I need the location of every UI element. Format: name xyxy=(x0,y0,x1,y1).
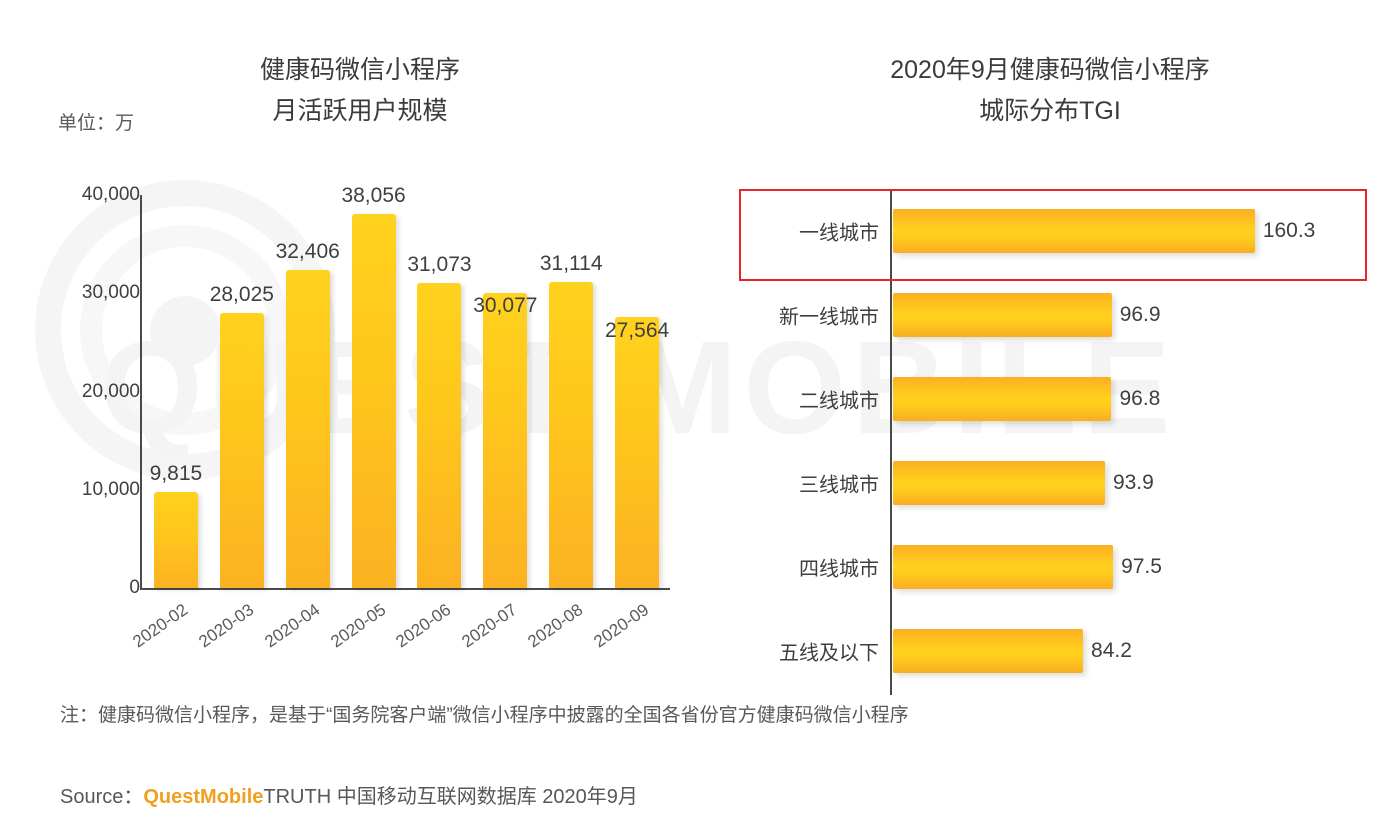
tgi-bar xyxy=(893,545,1114,589)
bar xyxy=(483,292,528,588)
bar-value-label: 30,077 xyxy=(473,294,538,318)
x-axis-line xyxy=(140,588,670,590)
tgi-bar-value-label: 97.5 xyxy=(1121,555,1162,578)
tgi-axis-line xyxy=(890,189,892,695)
x-axis-tick: 2020-09 xyxy=(590,600,653,652)
bar xyxy=(285,269,330,588)
tgi-row-label: 四线城市 xyxy=(799,558,879,581)
source-brand: QuestMobile xyxy=(143,786,264,808)
right-chart-title-line2: 城际分布TGI xyxy=(979,96,1121,125)
tgi-bar-value-label: 84.2 xyxy=(1091,639,1132,662)
footnote: 注：健康码微信小程序，是基于“国务院客户端”微信小程序中披露的全国各省份官方健康… xyxy=(60,705,909,726)
tgi-row: 新一线城市 96.9 xyxy=(739,273,1369,357)
bar xyxy=(615,317,660,588)
tgi-row-label: 二线城市 xyxy=(799,390,879,413)
x-axis-tick: 2020-05 xyxy=(326,600,389,652)
vertical-bars-group: 9,815 28,025 32,406 38,056 31,073 30,077 31,11… xyxy=(143,184,670,588)
x-axis-tick: 2020-06 xyxy=(392,600,455,652)
tgi-row: 三线城市 93.9 xyxy=(739,441,1369,525)
tgi-bar xyxy=(893,209,1255,253)
city-tier-tgi-chart: 一线城市 160.3 新一线城市 96.9 二线城市 96.8 三线城市 93.9 四线城市 97… xyxy=(739,175,1369,695)
tgi-row: 四线城市 97.5 xyxy=(739,525,1369,609)
source-line: Source：QuestMobileTRUTH 中国移动互联网数据库 2020年… xyxy=(60,780,638,809)
tgi-row: 五线及以下 84.2 xyxy=(739,609,1369,693)
tgi-bar xyxy=(893,293,1112,337)
bar-value-label: 9,815 xyxy=(149,461,203,485)
x-axis-tick: 2020-04 xyxy=(260,600,323,652)
bar xyxy=(549,282,594,588)
x-axis-tick: 2020-07 xyxy=(458,600,521,652)
right-chart-title-line1: 2020年9月健康码微信小程序 xyxy=(890,56,1210,84)
tgi-bar xyxy=(893,629,1084,673)
tgi-row-label: 三线城市 xyxy=(799,474,879,497)
bar-value-label: 31,114 xyxy=(539,252,603,276)
bar xyxy=(351,214,396,588)
source-rest: TRUTH 中国移动互联网数据库 2020年9月 xyxy=(263,786,638,808)
tgi-row-label: 新一线城市 xyxy=(779,306,879,329)
bar-value-label: 32,406 xyxy=(275,239,340,263)
monthly-active-users-chart: 健康码微信小程序 月活跃用户规模 单位：万 0 10,000 20,000 30,00… xyxy=(0,0,720,700)
bar xyxy=(417,282,462,588)
tgi-bar xyxy=(893,377,1112,421)
y-axis-tick: 40,000 xyxy=(81,184,140,205)
tgi-bar-value-label: 96.8 xyxy=(1119,387,1161,410)
bar-value-label: 38,056 xyxy=(341,184,406,208)
highlight-box xyxy=(739,189,1367,281)
bar xyxy=(219,312,264,588)
y-axis-tick: 10,000 xyxy=(81,478,140,500)
unit-label: 单位：万 xyxy=(58,113,135,134)
tgi-bar xyxy=(893,461,1105,505)
left-chart-title-line2: 月活跃用户规模 xyxy=(272,96,448,125)
x-axis-tick: 2020-03 xyxy=(195,600,258,652)
tgi-bar-value-label: 93.9 xyxy=(1112,471,1154,494)
bar-value-label: 28,025 xyxy=(209,282,274,306)
bar xyxy=(153,491,198,588)
y-axis-line xyxy=(140,195,142,590)
left-chart-title-line1: 健康码微信小程序 xyxy=(259,56,460,84)
y-axis-tick: 30,000 xyxy=(81,282,140,304)
tgi-row-label: 五线及以下 xyxy=(779,642,879,665)
y-axis-tick: 20,000 xyxy=(81,380,140,402)
x-axis-tick: 2020-08 xyxy=(524,600,587,652)
y-axis-tick: 0 xyxy=(129,577,140,598)
tgi-row: 一线城市 160.3 xyxy=(739,189,1369,273)
tgi-row-label: 一线城市 xyxy=(799,222,879,245)
source-prefix: Source： xyxy=(60,786,144,808)
bar-value-label: 27,564 xyxy=(604,319,670,343)
bar-value-label: 31,073 xyxy=(407,252,472,276)
y-axis-tick-labels: 0 10,000 20,000 30,000 40,000 xyxy=(40,0,140,700)
tgi-row: 二线城市 96.8 xyxy=(739,357,1369,441)
right-chart-title: 2020年9月健康码微信小程序 城际分布TGI xyxy=(800,50,1300,131)
left-chart-title: 健康码微信小程序 月活跃用户规模 xyxy=(150,50,570,131)
tgi-bar-value-label: 96.9 xyxy=(1119,303,1161,326)
tgi-bar-value-label: 160.3 xyxy=(1262,219,1316,242)
